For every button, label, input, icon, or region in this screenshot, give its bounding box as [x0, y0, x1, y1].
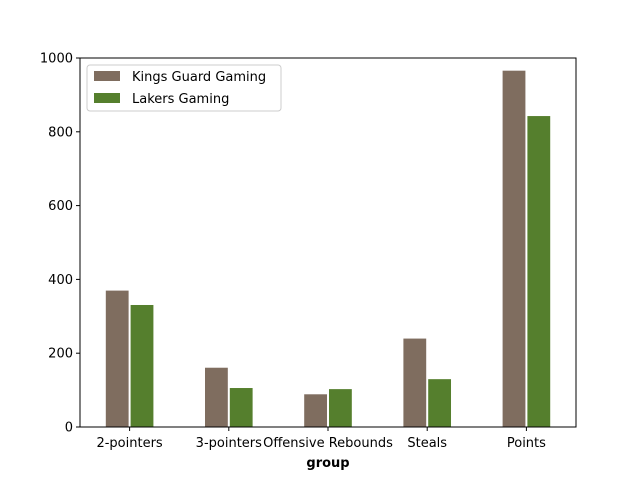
bar-series-0-offensive-rebounds	[303, 393, 329, 428]
bar-series-1-offensive-rebounds	[328, 388, 353, 428]
x-axis-title: group	[306, 456, 349, 471]
bar-series-1-steals	[427, 378, 453, 428]
y-tick-label: 400	[48, 273, 73, 288]
bar-series-0-points	[501, 69, 527, 428]
x-tick-label: Offensive Rebounds	[263, 436, 393, 451]
bar-series-0-3-pointers	[204, 366, 229, 428]
legend-label-1: Lakers Gaming	[132, 92, 229, 107]
y-tick-label: 600	[48, 199, 73, 214]
legend-label-0: Kings Guard Gaming	[132, 70, 266, 85]
bar-series-1-points	[526, 115, 552, 428]
y-tick-label: 200	[48, 347, 73, 362]
x-axis-ticks: 2-pointers 3-pointers Offensive Rebounds St…	[96, 427, 546, 451]
legend-box	[86, 64, 282, 112]
x-tick-label: Points	[507, 436, 546, 451]
x-tick-label: Steals	[407, 436, 447, 451]
bar-series-1-3-pointers	[228, 387, 254, 428]
bar-series-1-2-pointers	[129, 303, 155, 428]
y-tick-label: 800	[48, 125, 73, 140]
bar-series-0-2-pointers	[104, 289, 130, 428]
x-tick-label: 2-pointers	[96, 436, 162, 451]
y-tick-label: 0	[65, 421, 73, 436]
legend-swatch-1	[94, 93, 120, 103]
y-tick-label: 1000	[40, 52, 73, 67]
legend: Kings Guard Gaming Lakers Gaming	[86, 64, 282, 112]
bars-group	[104, 69, 552, 428]
bar-series-0-steals	[402, 337, 428, 428]
x-tick-label: 3-pointers	[196, 436, 262, 451]
y-axis-ticks: 0 200 400 600 800 1000	[40, 52, 80, 436]
legend-swatch-0	[94, 71, 120, 81]
